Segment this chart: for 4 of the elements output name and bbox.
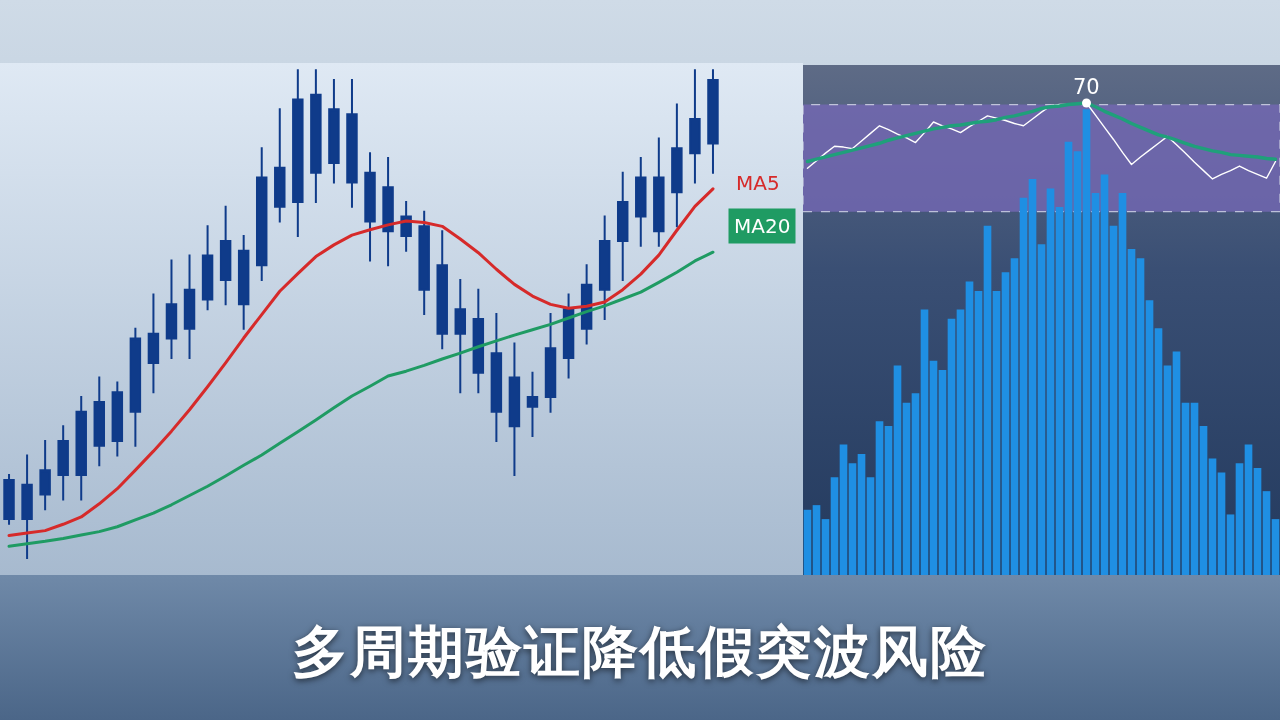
series-label: MA20 xyxy=(734,214,791,238)
text: 多周期验证降低假突波风险 xyxy=(291,618,989,686)
series-label: MA5 xyxy=(736,171,780,195)
text: 70 xyxy=(1073,75,1100,99)
